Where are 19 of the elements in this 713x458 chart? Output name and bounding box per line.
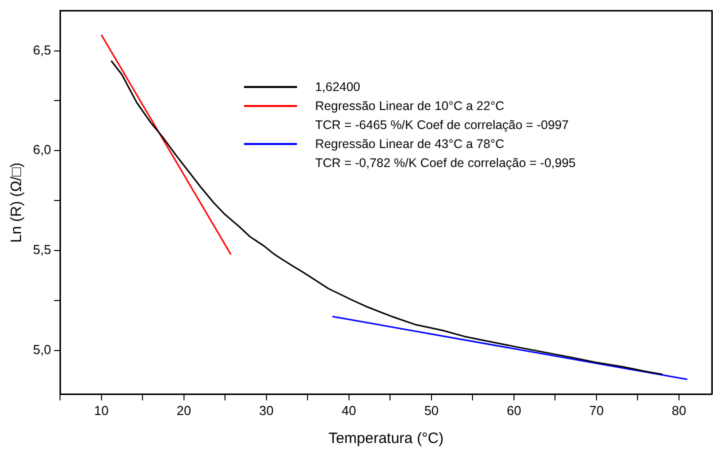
x-tick-label: 40 xyxy=(342,402,356,418)
y-tick-label: 5,5 xyxy=(32,242,52,258)
legend-label: Regressão Linear de 10°C a 22°C xyxy=(315,98,504,115)
annotation: TCR = -0,782 %/K Coef de correlação = -0,995 xyxy=(315,154,576,172)
x-tick-label: 20 xyxy=(176,402,192,418)
x-tick-label: 50 xyxy=(424,402,439,418)
y-tick-label: 6,0 xyxy=(32,142,52,158)
x-tick-label: 80 xyxy=(672,402,686,418)
legend-label: Regressão Linear de 43°C a 78°C xyxy=(315,136,504,153)
x-tick-label: 30 xyxy=(259,402,274,418)
y-tick-label: 6,5 xyxy=(32,42,52,58)
annotation: TCR = -6465 %/K Coef de correlação = -0997 xyxy=(315,116,570,134)
y-axis-title: Ln (R) (Ω/□) xyxy=(8,162,26,243)
x-tick-label: 60 xyxy=(506,402,522,418)
x-tick-label: 10 xyxy=(94,402,109,418)
x-axis-title: Temperatura (°C) xyxy=(328,430,444,448)
x-tick-label: 70 xyxy=(589,402,604,418)
y-tick-label: 5,0 xyxy=(32,342,52,358)
legend-label: 1,62400 xyxy=(315,78,360,96)
